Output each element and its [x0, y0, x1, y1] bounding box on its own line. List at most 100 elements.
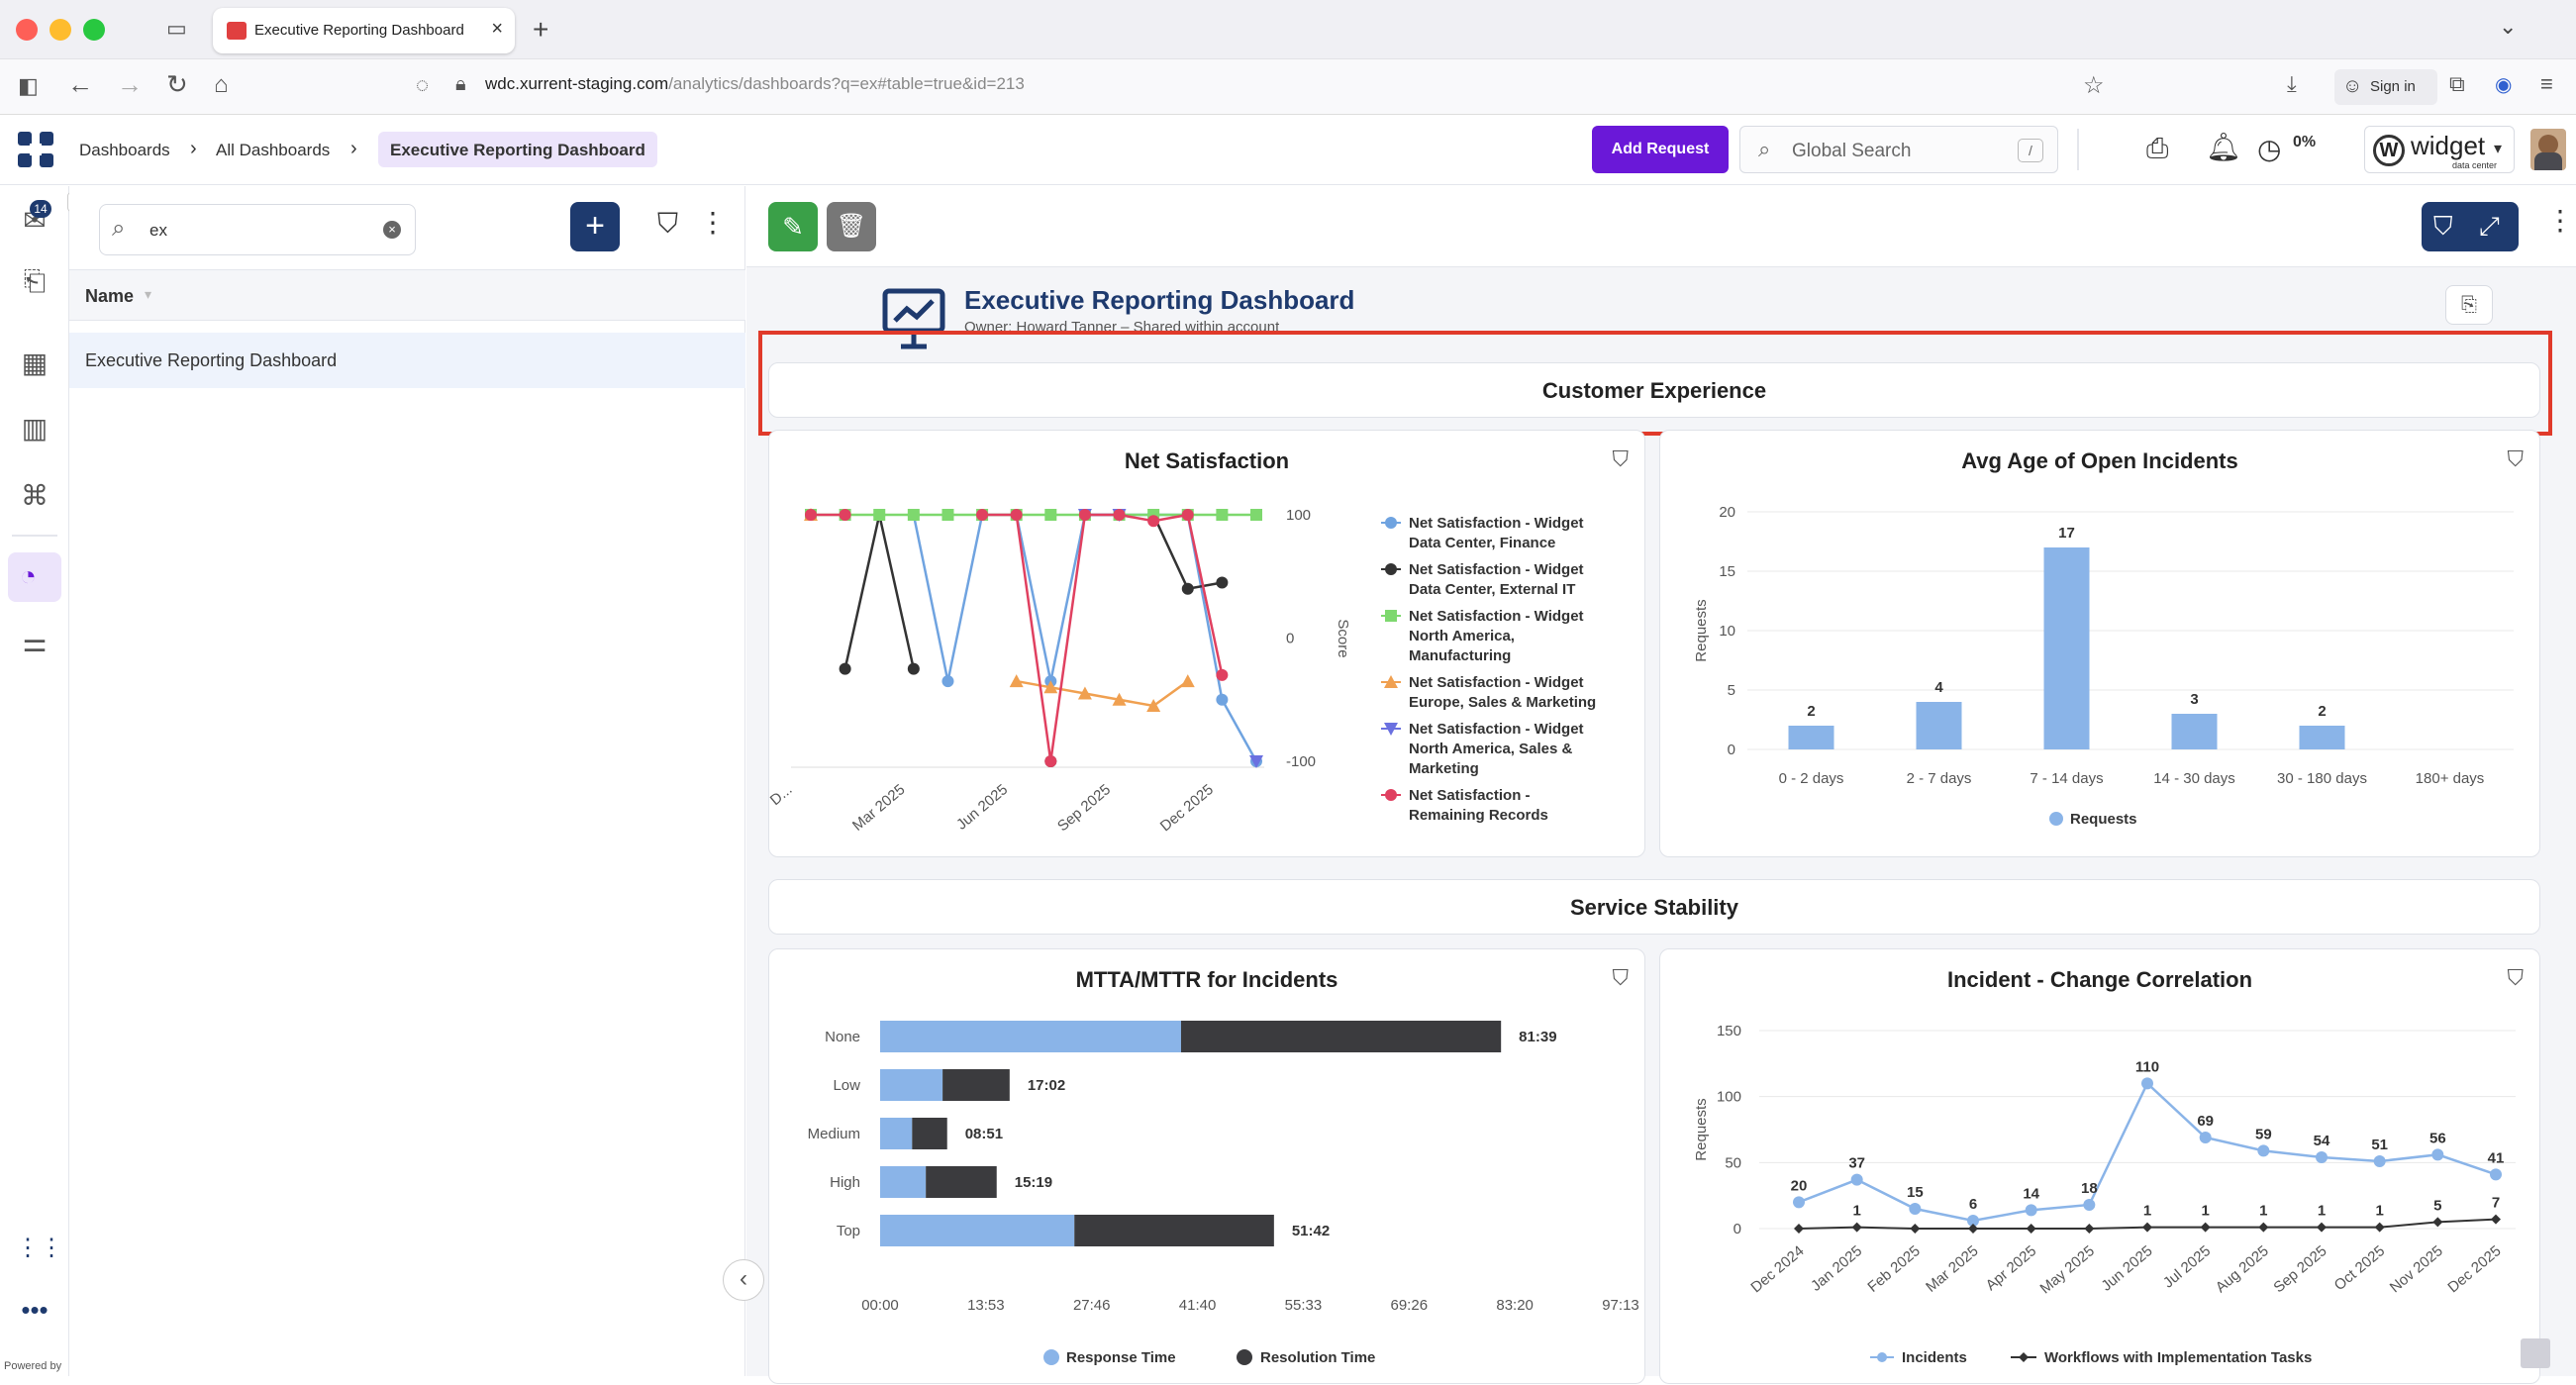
chart-filter-icon[interactable]: ⛉ — [1612, 965, 1629, 990]
add-dashboard-button[interactable]: + — [570, 202, 620, 251]
data-label: 17 — [2058, 525, 2075, 542]
filter-icon[interactable]: ⛉ — [2433, 211, 2453, 241]
data-label: 56 — [2429, 1130, 2446, 1146]
menu-icon[interactable]: ≡ — [2540, 71, 2553, 96]
data-point — [1113, 509, 1126, 521]
add-request-button[interactable]: Add Request — [1592, 126, 1729, 173]
x-tick-label: 27:46 — [1073, 1297, 1111, 1314]
legend-marker — [1385, 563, 1397, 575]
reload-icon[interactable]: ↻ — [166, 69, 188, 99]
avg-age-chart: 20 15 10 5 0 Requests 2 0 - 2 days 4 2 - 7 days 17… — [1693, 504, 2514, 828]
data-point — [2374, 1222, 2385, 1233]
workflow-icon[interactable]: ⌘ — [21, 480, 49, 511]
bar-resolution — [1074, 1215, 1274, 1246]
x-tick-label: 30 - 180 days — [2277, 770, 2367, 787]
more-icon[interactable]: ••• — [21, 1295, 49, 1325]
sidebar-toggle-icon[interactable]: ◧ — [18, 73, 39, 98]
bookmark-star-icon[interactable]: ☆ — [2083, 72, 2105, 99]
edit-pencil-icon[interactable]: ✎ — [768, 202, 818, 251]
list-column-header[interactable]: Name ▾ — [69, 269, 745, 321]
tab-list-icon[interactable]: ▭ — [166, 16, 187, 41]
filter-input[interactable]: ⌕ ex × — [99, 204, 416, 255]
delete-trash-icon[interactable]: 🗑︎ — [827, 202, 876, 251]
y-tick-label: Medium — [808, 1126, 860, 1142]
sort-icon[interactable]: ▾ — [145, 286, 152, 302]
bar-response — [880, 1021, 1181, 1052]
y-tick-label: 100 — [1717, 1089, 1741, 1106]
close-window-button[interactable] — [16, 19, 38, 41]
settings-sliders-icon[interactable]: ⚌ — [22, 627, 48, 657]
data-point — [2142, 1222, 2152, 1233]
avatar[interactable] — [2530, 129, 2566, 170]
legend-marker — [1384, 723, 1398, 736]
notifications-bell-icon[interactable]: 🔔︎ — [2206, 132, 2241, 162]
new-tab-icon[interactable]: + — [533, 14, 549, 45]
chart-filter-icon[interactable]: ⛉ — [2507, 446, 2524, 471]
x-tick-label: 41:40 — [1179, 1297, 1217, 1314]
x-tick-label: 0 - 2 days — [1779, 770, 1844, 787]
filter-icon[interactable]: ⛉ — [657, 208, 679, 239]
clear-filter-icon[interactable]: × — [383, 221, 401, 239]
data-point — [1043, 680, 1058, 694]
sign-in-button[interactable]: ☺ Sign in — [2334, 69, 2437, 105]
forward-icon[interactable]: → — [117, 69, 143, 99]
data-point — [1909, 1203, 1922, 1215]
chat-icon[interactable]: ⎙ — [2146, 133, 2169, 163]
minimize-window-button[interactable] — [50, 19, 71, 41]
more-options-icon[interactable]: ⋮ — [2546, 205, 2574, 236]
app-logo-icon[interactable] — [16, 130, 55, 169]
list-item[interactable]: Executive Reporting Dashboard — [69, 333, 745, 388]
address-bar[interactable]: wdc.xurrent-staging.com/analytics/dashbo… — [485, 74, 1025, 94]
data-point — [2258, 1222, 2269, 1233]
corner-widget-icon[interactable] — [2521, 1338, 2550, 1368]
data-label: 110 — [2135, 1058, 2159, 1075]
chart-filter-icon[interactable]: ⛉ — [2507, 965, 2524, 990]
bar-resolution — [926, 1166, 997, 1198]
more-options-icon[interactable]: ⋮ — [699, 207, 727, 238]
data-point — [1077, 686, 1092, 700]
close-tab-icon[interactable]: × — [491, 18, 503, 40]
maximize-window-button[interactable] — [83, 19, 105, 41]
list-item-label: Executive Reporting Dashboard — [85, 350, 338, 370]
data-point — [1793, 1196, 1805, 1209]
legend-label: Requests — [2070, 811, 2137, 828]
records-icon[interactable]: ⎗ — [23, 265, 47, 296]
account-icon: ☺ — [2342, 75, 2363, 97]
extensions-icon[interactable]: ⧉ — [2449, 71, 2465, 96]
bar — [2171, 714, 2218, 749]
data-point — [2257, 1144, 2270, 1157]
browser-tab[interactable]: Executive Reporting Dashboard × — [213, 8, 515, 53]
breadcrumb-all-dashboards[interactable]: All Dashboards — [216, 141, 331, 159]
apps-grid-icon[interactable]: ⋮⋮ — [16, 1235, 63, 1261]
data-point — [1180, 674, 1195, 688]
back-icon[interactable]: ← — [67, 69, 93, 99]
password-manager-icon[interactable]: ◉ — [2495, 74, 2513, 96]
powered-by-label: Powered by — [4, 1360, 62, 1372]
timer-icon[interactable]: ◷ — [2257, 134, 2282, 164]
y-axis-label: Score — [1335, 619, 1351, 657]
y-tick-label: 100 — [1286, 507, 1311, 524]
download-icon[interactable]: ⤓ — [2287, 71, 2297, 96]
url-path: /analytics/dashboards?q=ex#table=true&id… — [668, 74, 1025, 93]
fullscreen-icon[interactable]: ⤢ — [2479, 211, 2500, 241]
data-point — [941, 509, 954, 521]
breadcrumb-dashboards[interactable]: Dashboards — [79, 141, 170, 159]
chevron-down-icon[interactable]: ⌄ — [2499, 14, 2518, 39]
data-point — [2026, 1224, 2036, 1234]
y-tick-label: 50 — [1725, 1154, 1741, 1171]
home-icon[interactable]: ⌂ — [214, 71, 229, 98]
x-tick-label: Sep 2025 — [2270, 1242, 2329, 1296]
organization-switcher[interactable]: W widget data center ▾ — [2364, 126, 2515, 173]
library-icon[interactable]: ▥ — [21, 413, 49, 444]
x-tick-label: Nov 2025 — [2387, 1242, 2446, 1296]
chart-filter-icon[interactable]: ⛉ — [1612, 446, 1629, 471]
analytics-nav-item[interactable]: ◔ — [8, 552, 61, 602]
legend-marker — [1237, 1349, 1252, 1365]
share-icon[interactable]: ⎘ — [2445, 285, 2493, 325]
shield-icon[interactable]: ◌ — [416, 72, 430, 97]
data-label: 7 — [2492, 1195, 2500, 1212]
global-search-input[interactable]: ⌕ Global Search / — [1739, 126, 2058, 173]
collapse-panel-button[interactable]: ‹ — [723, 1259, 764, 1301]
data-label: 81:39 — [1519, 1029, 1556, 1045]
organization-icon[interactable]: ▦ — [21, 347, 49, 378]
